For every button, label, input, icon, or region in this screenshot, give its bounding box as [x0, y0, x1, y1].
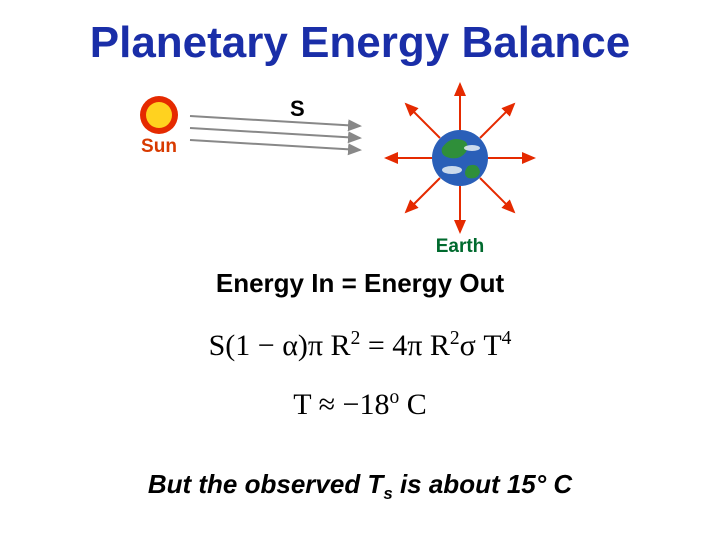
equation-temperature: T ≈ −18o C [0, 386, 720, 423]
sun-group: Sun [140, 96, 178, 158]
earth-label: Earth [380, 236, 540, 258]
footer-prefix: But the observed T [148, 469, 383, 499]
page-title: Planetary Energy Balance [0, 0, 720, 68]
footer-suffix: is about 15° C [393, 469, 572, 499]
equation-balance: S(1 − α)π R2 = 4π R2σ T4 [0, 327, 720, 364]
solar-flux-label: S [290, 96, 305, 122]
solar-rays-icon [180, 108, 380, 168]
observed-temperature-text: But the observed Ts is about 15° C [0, 469, 720, 504]
sun-icon [140, 96, 178, 134]
earth-icon [380, 78, 540, 238]
sun-label: Sun [140, 136, 178, 158]
energy-balance-diagram: Sun S [0, 78, 720, 268]
earth-group: Earth [380, 78, 540, 258]
energy-equality-text: Energy In = Energy Out [0, 268, 720, 299]
equation-block: S(1 − α)π R2 = 4π R2σ T4 T ≈ −18o C [0, 327, 720, 423]
sun-core-icon [146, 102, 172, 128]
footer-subscript: s [383, 484, 392, 503]
